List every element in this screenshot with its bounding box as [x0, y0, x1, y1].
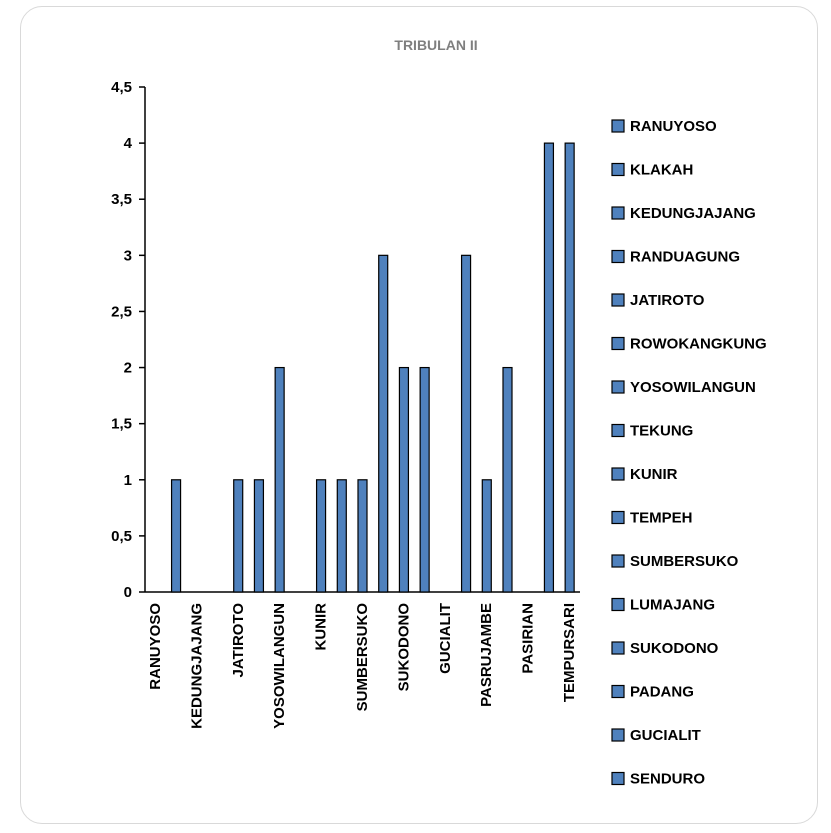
y-tick-label: 4: [124, 135, 133, 152]
bar: [357, 479, 368, 593]
x-tick-label: TEMPURSARI: [561, 603, 578, 702]
bar: [378, 254, 389, 593]
legend-label: JATIROTO: [630, 292, 705, 309]
bar: [336, 479, 347, 593]
x-tick-label: PASRUJAMBE: [478, 603, 495, 707]
x-tick-label: SUKODONO: [395, 603, 412, 692]
x-tick-label: YOSOWILANGUN: [271, 603, 288, 729]
legend-label: TEMPEH: [630, 510, 693, 527]
x-tick-label: PASIRIAN: [520, 603, 537, 674]
legend-swatch: [611, 336, 625, 351]
y-tick-label: 1,5: [111, 416, 132, 433]
legend-swatch: [611, 423, 625, 438]
legend-label: KEDUNGJAJANG: [630, 205, 756, 222]
legend-label: KLAKAH: [630, 162, 693, 179]
legend-swatch: [611, 380, 625, 394]
legend: RANUYOSO KLAKAH KEDUNGJAJANG RANDUAGUNG JATI…: [611, 118, 767, 788]
y-tick-label: 0: [124, 584, 132, 601]
bar: [543, 142, 555, 593]
y-tick-label: 3: [124, 247, 132, 264]
legend-swatch: [611, 554, 625, 568]
y-tick-label: 3,5: [111, 191, 132, 208]
legend-swatch: [611, 728, 625, 742]
bar: [253, 479, 265, 593]
legend-label: SUMBERSUKO: [630, 553, 739, 570]
legend-label: RANUYOSO: [630, 118, 717, 135]
legend-label: SENDURO: [630, 771, 705, 788]
legend-label: ROWOKANGKUNG: [630, 336, 767, 353]
x-ticks: RANUYOSO KEDUNGJAJANG JATIROTO YOSOWILANGUN…: [147, 603, 578, 729]
y-ticks: 0 0,5 1 1,5 2 2,5 3 3,5 4 4,5: [111, 79, 145, 601]
legend-swatch: [611, 206, 625, 220]
legend-label: PADANG: [630, 684, 694, 701]
bars: [170, 142, 575, 593]
legend-label: TEKUNG: [630, 423, 693, 440]
bar: [481, 479, 492, 593]
legend-swatch: [611, 771, 625, 786]
legend-swatch: [611, 597, 625, 612]
y-tick-label: 2,5: [111, 303, 132, 320]
bar: [398, 366, 410, 593]
y-tick-label: 2: [124, 360, 132, 377]
x-tick-label: KEDUNGJAJANG: [188, 603, 205, 729]
legend-label: YOSOWILANGUN: [630, 379, 756, 396]
bar: [274, 366, 285, 593]
bar: [460, 254, 472, 593]
bar: [419, 366, 430, 593]
bar: [233, 479, 244, 593]
legend-swatch: [611, 510, 625, 525]
legend-swatch: [611, 684, 625, 699]
legend-label: GUCIALIT: [630, 727, 701, 744]
chart-frame: [20, 6, 818, 824]
legend-label: KUNIR: [630, 466, 678, 483]
y-tick-label: 4,5: [111, 79, 132, 96]
legend-label: LUMAJANG: [630, 597, 715, 614]
y-tick-label: 1: [124, 472, 132, 489]
bar: [564, 142, 575, 593]
bar: [315, 479, 327, 593]
legend-swatch: [611, 249, 625, 264]
bar: [170, 479, 182, 593]
legend-swatch: [611, 162, 625, 177]
legend-label: RANDUAGUNG: [630, 249, 740, 266]
x-tick-label: KUNIR: [313, 603, 330, 651]
legend-swatch: [611, 119, 625, 133]
x-tick-label: GUCIALIT: [437, 603, 454, 674]
x-tick-label: SUMBERSUKO: [354, 603, 371, 712]
chart-title: TRIBULAN II: [394, 37, 477, 53]
bar: [502, 366, 513, 593]
legend-swatch: [611, 641, 625, 655]
x-tick-label: JATIROTO: [230, 603, 247, 678]
legend-label: SUKODONO: [630, 640, 719, 657]
y-tick-label: 0,5: [111, 528, 132, 545]
legend-swatch: [611, 293, 625, 307]
x-tick-label: RANUYOSO: [147, 603, 164, 690]
legend-swatch: [611, 467, 625, 481]
